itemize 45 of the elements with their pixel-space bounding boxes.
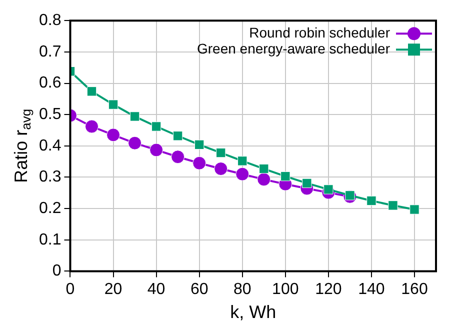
point [86,86,97,96]
point [130,112,140,122]
y-axis-title: Ratio ravg [10,108,34,183]
y-tick-label: 0.8 [38,12,62,30]
y-tick-label: 0.6 [38,74,62,92]
point [410,204,420,214]
y-tick-label: 0.4 [38,137,62,154]
point [257,172,271,186]
point [108,100,118,110]
point [259,164,269,174]
x-tick-label: 100 [272,281,299,298]
point [106,128,120,142]
y-tick-label: 0 [52,262,62,280]
x-tick-label: 40 [147,281,166,298]
x-tick-label: 120 [315,281,342,298]
point [171,150,185,164]
point [302,178,312,188]
point [214,162,228,176]
point [150,143,164,157]
x-tick-label: 140 [358,281,385,298]
x-tick-label: 80 [233,281,252,298]
point [388,200,398,210]
x-tick-label: 20 [104,281,122,298]
point [280,171,290,182]
legend-label: Green energy-aware scheduler [197,40,390,56]
y-tick-label: 0.1 [38,231,62,248]
point [192,156,206,170]
point [128,136,142,150]
legend-label: Round robin scheduler [249,24,390,40]
point [236,167,250,181]
point [85,120,99,134]
x-axis-title: k, Wh [230,302,276,322]
y-tick-label: 0.5 [38,106,62,123]
x-tick-label: 60 [190,281,208,298]
y-tick-label: 0.7 [38,43,62,60]
y-tick-label: 0.3 [38,168,62,186]
point [366,196,376,206]
point [151,122,162,132]
y-tick-label: 0.2 [38,200,62,217]
point [194,140,204,150]
x-tick-label: 0 [66,281,75,298]
point [216,148,226,158]
x-tick-label: 160 [401,281,428,298]
point [172,131,183,141]
point [238,156,248,166]
